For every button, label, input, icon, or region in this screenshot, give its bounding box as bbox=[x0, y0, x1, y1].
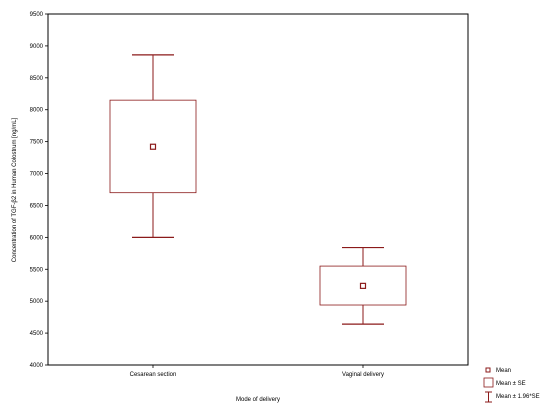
se-box bbox=[109, 99, 197, 194]
y-tick-label: 7000 bbox=[30, 172, 44, 178]
y-tick-label: 4000 bbox=[30, 363, 44, 369]
y-tick-label: 8000 bbox=[30, 108, 44, 114]
legend: Mean Mean ± SE Mean ± 1.96*SE bbox=[483, 367, 540, 403]
y-axis-ticks: 4000 4500 5000 5500 6000 6500 7000 7500 8000 8500… bbox=[30, 12, 48, 369]
box-series bbox=[109, 54, 407, 325]
y-axis-title: Concentration of TGF-β2 in Human Colostr… bbox=[12, 117, 18, 262]
box-group bbox=[319, 246, 407, 325]
y-tick-label: 7500 bbox=[30, 140, 44, 146]
mean-marker bbox=[149, 143, 157, 150]
y-tick-label: 8500 bbox=[30, 76, 44, 82]
x-tick-label: Vaginal delivery bbox=[342, 372, 384, 378]
y-tick-label: 9500 bbox=[30, 12, 44, 18]
y-tick-label: 6500 bbox=[30, 203, 44, 209]
y-tick-label: 5000 bbox=[30, 299, 44, 305]
y-tick-label: 5500 bbox=[30, 267, 44, 273]
x-axis-title: Mode of delivery bbox=[236, 397, 280, 403]
legend-mean-label: Mean bbox=[496, 368, 511, 374]
y-tick-label: 9000 bbox=[30, 44, 44, 50]
se-box bbox=[319, 265, 407, 306]
y-tick-label: 6000 bbox=[30, 235, 44, 241]
box-group bbox=[109, 54, 197, 238]
legend-ci-label: Mean ± 1.96*SE bbox=[496, 394, 540, 400]
legend-se-marker bbox=[483, 377, 494, 388]
plot-frame bbox=[47, 13, 469, 366]
x-tick-label: Cesarean section bbox=[130, 372, 177, 378]
legend-mean-marker bbox=[485, 367, 491, 373]
legend-se-label: Mean ± SE bbox=[496, 381, 526, 387]
mean-marker bbox=[359, 282, 367, 289]
legend-ci-marker bbox=[485, 391, 492, 403]
y-tick-label: 4500 bbox=[30, 331, 44, 337]
x-axis-ticks: Cesarean section Vaginal delivery bbox=[130, 365, 384, 378]
